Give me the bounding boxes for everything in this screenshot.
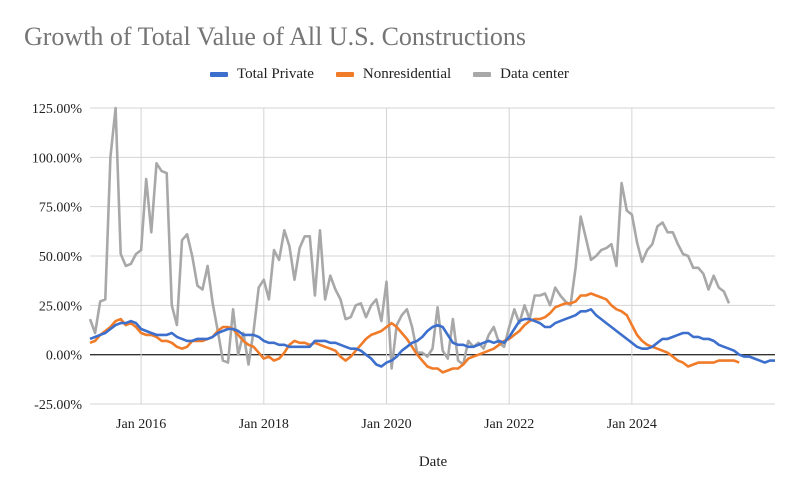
gridlines bbox=[90, 107, 775, 405]
legend-swatch-total-private bbox=[210, 72, 228, 77]
legend-swatch-nonresidential bbox=[335, 72, 354, 77]
legend-label-nonresidential: Nonresidential bbox=[362, 66, 452, 82]
y-tick-label: 125.00% bbox=[32, 102, 83, 117]
x-tick-label: Jan 2016 bbox=[116, 417, 166, 432]
y-tick-label: 0.00% bbox=[46, 349, 83, 364]
series-line-data-center bbox=[88, 106, 731, 370]
y-tick-label: -25.00% bbox=[34, 398, 82, 413]
series-line-total-private bbox=[89, 307, 775, 368]
y-tick-label: 50.00% bbox=[39, 250, 83, 265]
x-axis-label: Date bbox=[419, 454, 448, 470]
x-tick-label: Jan 2020 bbox=[361, 417, 411, 432]
x-axis-ticks: Jan 2016 Jan 2018 Jan 2020 Jan 2022 Jan 2024 bbox=[116, 417, 657, 432]
x-tick-label: Jan 2024 bbox=[607, 417, 657, 432]
y-axis-ticks: 125.00% 100.00% 75.00% 50.00% 25.00% 0.00% -25… bbox=[32, 102, 83, 413]
legend-swatch-data-center bbox=[473, 72, 492, 77]
series-lines bbox=[88, 106, 775, 374]
series-line-nonresidential bbox=[89, 292, 740, 374]
y-tick-label: 75.00% bbox=[39, 201, 83, 216]
legend-item-data-center[interactable]: Data center bbox=[473, 66, 569, 83]
legend-item-nonresidential[interactable]: Nonresidential bbox=[335, 66, 452, 83]
x-tick-label: Jan 2018 bbox=[239, 417, 289, 432]
y-tick-label: 100.00% bbox=[32, 151, 83, 166]
legend-label-total-private: Total Private bbox=[237, 66, 314, 82]
y-tick-label: 25.00% bbox=[39, 299, 83, 314]
legend-label-data-center: Data center bbox=[500, 66, 569, 82]
x-tick-label: Jan 2022 bbox=[484, 417, 534, 432]
legend: Total Private Nonresidential Data center bbox=[210, 66, 569, 83]
chart-title: Growth of Total Value of All U.S. Constr… bbox=[24, 22, 527, 51]
legend-item-total-private[interactable]: Total Private bbox=[210, 66, 314, 83]
